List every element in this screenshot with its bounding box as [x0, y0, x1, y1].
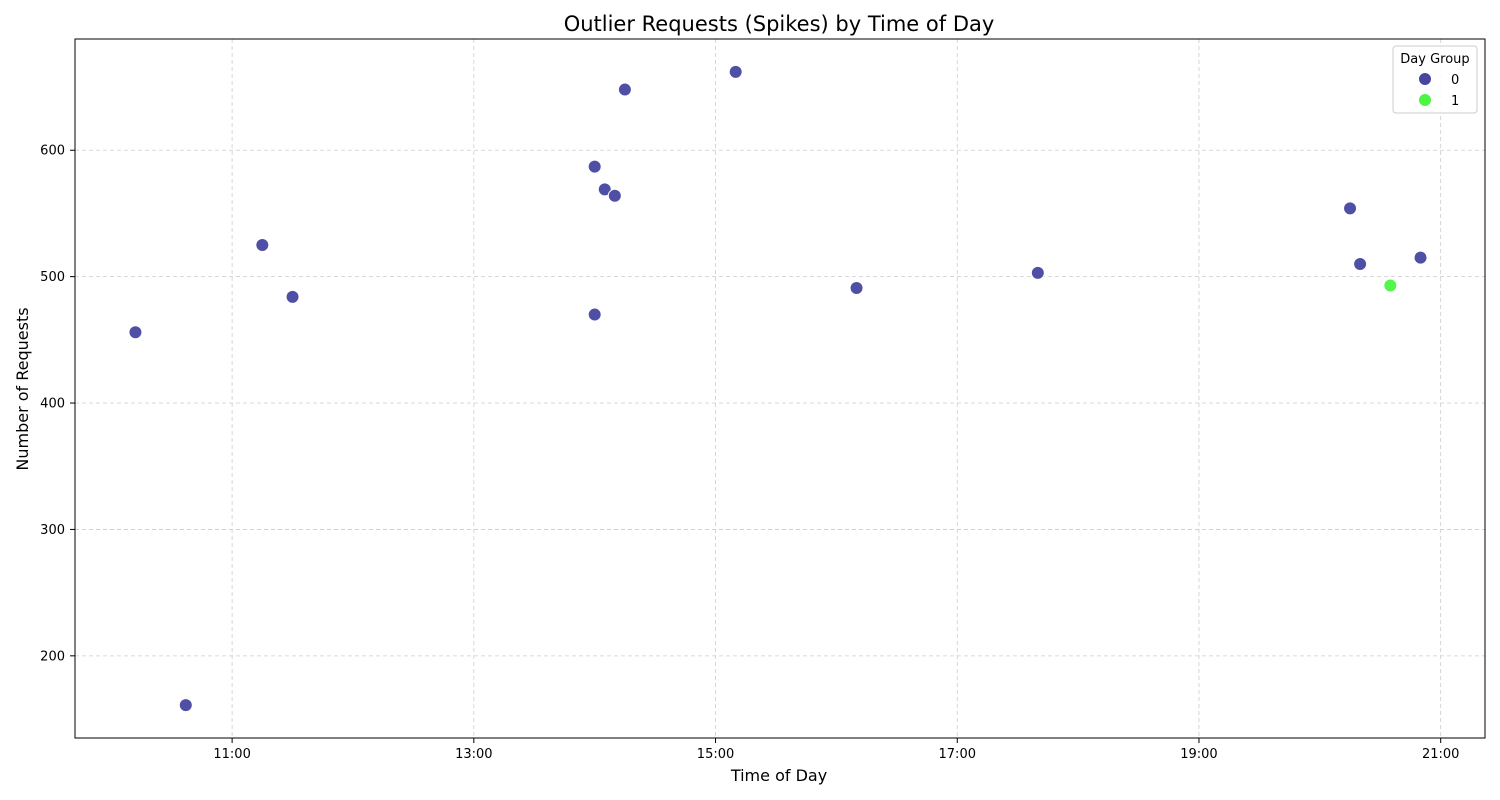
- y-tick-label-2: 400: [40, 397, 65, 412]
- data-point-s0-6: [597, 182, 612, 197]
- legend-label-0: 0: [1451, 73, 1459, 88]
- legend-box: [1392, 45, 1478, 114]
- legend: Day Group 0 1: [1392, 45, 1478, 114]
- y-axis-label: Number of Requests: [13, 307, 32, 470]
- data-point-s0-13: [1353, 256, 1368, 271]
- plot-frame: [74, 38, 1486, 739]
- legend-title: Day Group: [1400, 52, 1469, 67]
- x-tick-label-5: 21:00: [1422, 747, 1459, 762]
- data-points: [128, 64, 1428, 713]
- x-tick-label-2: 15:00: [697, 747, 734, 762]
- y-tick-label-1: 300: [40, 523, 65, 538]
- x-axis-label: Time of Day: [730, 766, 827, 785]
- x-tick-label-0: 11:00: [213, 747, 250, 762]
- y-tick-label-0: 200: [40, 649, 65, 664]
- chart-title: Outlier Requests (Spikes) by Time of Day: [564, 12, 995, 36]
- data-point-s0-14: [1413, 250, 1428, 265]
- legend-marker-0: [1418, 72, 1432, 86]
- x-tick-label-1: 13:00: [455, 747, 492, 762]
- data-point-s0-3: [285, 289, 300, 304]
- grid: [75, 39, 1485, 738]
- x-tick-label-4: 19:00: [1180, 747, 1217, 762]
- y-tick-label-3: 500: [40, 270, 65, 285]
- legend-label-1: 1: [1451, 94, 1459, 109]
- y-tick-label-4: 600: [40, 144, 65, 159]
- y-axis-ticks: 200 300 400 500 600: [40, 144, 75, 664]
- data-point-s0-1: [178, 698, 193, 713]
- data-point-s0-4: [587, 159, 602, 174]
- data-point-s0-0: [128, 325, 143, 340]
- data-point-s0-11: [1030, 265, 1045, 280]
- data-point-s0-8: [617, 82, 632, 97]
- data-point-s0-12: [1343, 201, 1358, 216]
- data-point-s0-7: [607, 188, 622, 203]
- data-point-s0-2: [255, 238, 270, 253]
- data-point-s0-10: [849, 281, 864, 296]
- data-point-s0-9: [728, 64, 743, 79]
- data-point-s1-0: [1383, 278, 1398, 293]
- plot-area: [74, 38, 1486, 739]
- data-point-s0-5: [587, 307, 602, 322]
- legend-marker-1: [1418, 93, 1432, 107]
- x-tick-label-3: 17:00: [939, 747, 976, 762]
- x-axis-ticks: 11:00 13:00 15:00 17:00 19:00 21:00: [213, 738, 1459, 762]
